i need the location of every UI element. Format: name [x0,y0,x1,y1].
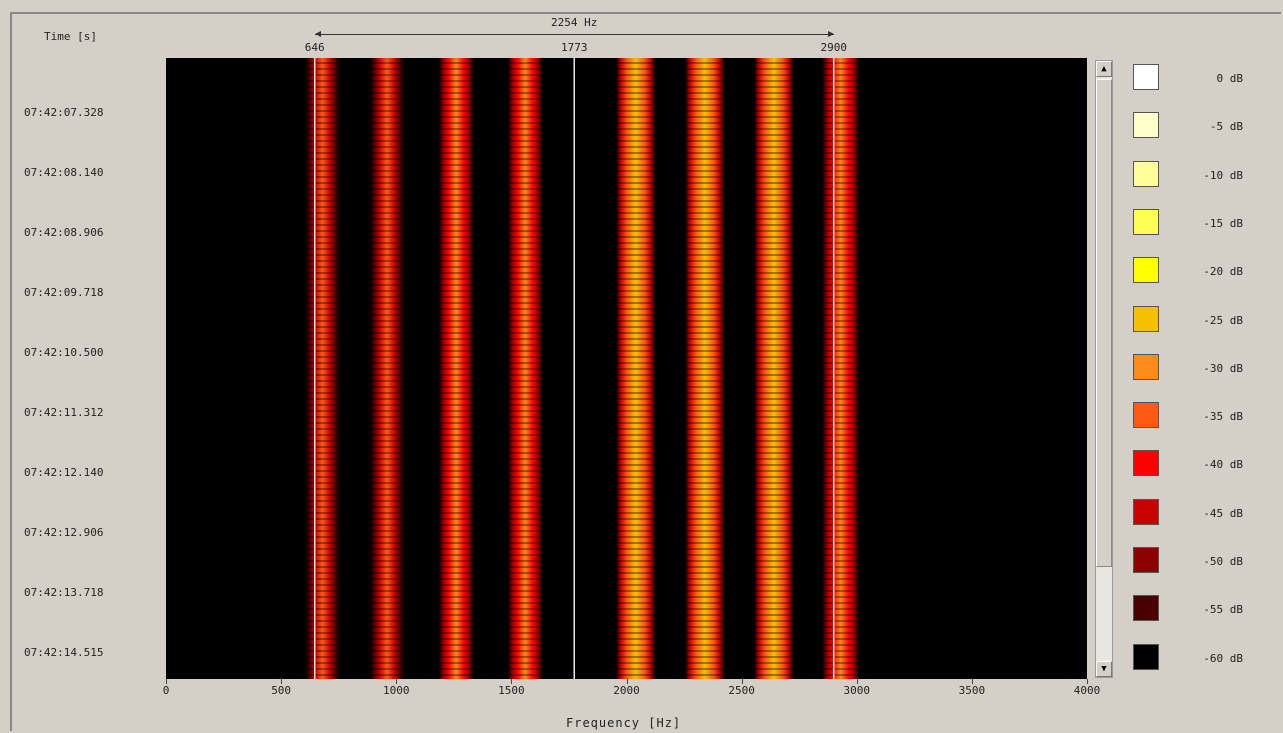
frequency-marker-label: 646 [304,41,325,54]
time-frame-striping [166,58,1087,679]
legend-swatch [1133,160,1159,187]
time-tick-label: 07:42:12.906 [24,526,104,539]
time-tick-label: 07:42:08.140 [24,166,104,179]
spectrogram-svg [166,58,1087,679]
legend-item: -50 dB [1131,547,1271,577]
legend-label: -60 dB [1203,651,1243,665]
legend-label: -25 dB [1203,313,1243,327]
legend-item: -55 dB [1131,595,1271,625]
frequency-axis: 0 500 1000 1500 2000 2500 3000 3500 4000 [162,679,1100,719]
legend-label: -40 dB [1203,458,1243,472]
scroll-down-button[interactable]: ▼ [1096,661,1112,677]
frequency-axis-label: Frequency [Hz] [566,716,682,730]
x-tick-mark [741,679,743,684]
color-scale-legend: 0 dB -5 dB -10 dB -15 dB -20 dB -25 dB -30 dB -… [1131,64,1271,674]
legend-item: -40 dB [1131,450,1271,480]
time-tick-label: 07:42:09.718 [24,286,104,299]
legend-swatch [1133,112,1159,139]
legend-label: -20 dB [1203,265,1243,279]
arrow-up-icon: ▲ [1101,64,1107,74]
x-tick-label: 0 [162,684,170,697]
time-tick-label: 07:42:07.328 [24,106,104,119]
legend-item: -25 dB [1131,305,1271,336]
x-tick-label: 1500 [498,684,525,697]
x-tick-label: 3500 [958,684,986,697]
legend-item: -5 dB [1131,112,1271,142]
vertical-scrollbar[interactable]: ▲ ▼ [1095,60,1113,678]
x-tick-label: 2500 [728,684,755,697]
time-axis-label: Time [s] [44,30,97,43]
legend-label: -10 dB [1203,168,1243,182]
x-tick-mark [396,679,398,684]
legend-swatch [1133,450,1159,477]
x-tick-mark [281,679,283,684]
spectrogram-plot[interactable] [166,58,1087,679]
legend-swatch [1133,498,1159,525]
legend-swatch [1133,353,1159,380]
span-label: 2254 Hz [551,16,598,29]
x-tick-mark [971,679,973,684]
legend-swatch [1133,547,1159,573]
legend-label: -45 dB [1203,506,1243,520]
legend-label: -5 dB [1209,120,1243,134]
time-tick-label: 07:42:13.718 [24,586,104,599]
frequency-marker-label: 1773 [560,41,588,54]
x-tick-label: 2000 [613,684,640,697]
span-arrow-right-icon [827,31,834,37]
legend-item: -30 dB [1131,353,1271,384]
legend-swatch [1133,305,1159,332]
legend-label: -55 dB [1203,603,1243,617]
legend-swatch [1133,208,1159,235]
x-tick-mark [1087,679,1088,684]
frequency-marker-label: 2900 [820,41,847,54]
legend-item: -15 dB [1131,208,1271,239]
legend-label: -15 dB [1203,216,1243,230]
span-line [314,34,834,35]
x-tick-label: 500 [271,684,292,697]
legend-swatch [1133,402,1159,429]
x-tick-mark [511,679,513,684]
scrollbar-thumb[interactable] [1096,79,1112,567]
legend-item: -60 dB [1131,643,1271,674]
frequency-marker-bar: 2254 Hz 646 1773 2900 [0,0,1283,58]
x-tick-label: 3000 [843,684,871,697]
time-tick-label: 07:42:10.500 [24,346,104,359]
legend-label: -50 dB [1203,555,1243,568]
legend-swatch [1133,595,1159,622]
legend-swatch [1133,257,1159,284]
span-arrow-left-icon [314,31,321,37]
legend-item: 0 dB [1131,64,1271,94]
legend-item: -10 dB [1131,160,1271,191]
x-tick-label: 1000 [383,684,410,697]
time-tick-label: 07:42:08.906 [24,226,104,239]
time-tick-label: 07:42:14.515 [24,646,104,659]
legend-label: -35 dB [1203,410,1243,424]
time-tick-label: 07:42:11.312 [24,406,104,419]
arrow-down-icon: ▼ [1101,664,1107,674]
x-tick-mark [856,679,858,684]
legend-item: -35 dB [1131,402,1271,432]
legend-item: -45 dB [1131,498,1271,529]
legend-label: -30 dB [1203,361,1243,375]
legend-swatch [1133,64,1159,90]
scroll-up-button[interactable]: ▲ [1096,61,1112,77]
x-tick-mark [166,679,167,684]
x-tick-label: 4000 [1073,684,1101,697]
legend-item: -20 dB [1131,257,1271,287]
legend-swatch [1133,643,1159,670]
legend-label: 0 dB [1216,72,1244,85]
x-tick-mark [626,679,628,684]
time-tick-label: 07:42:12.140 [24,466,104,479]
